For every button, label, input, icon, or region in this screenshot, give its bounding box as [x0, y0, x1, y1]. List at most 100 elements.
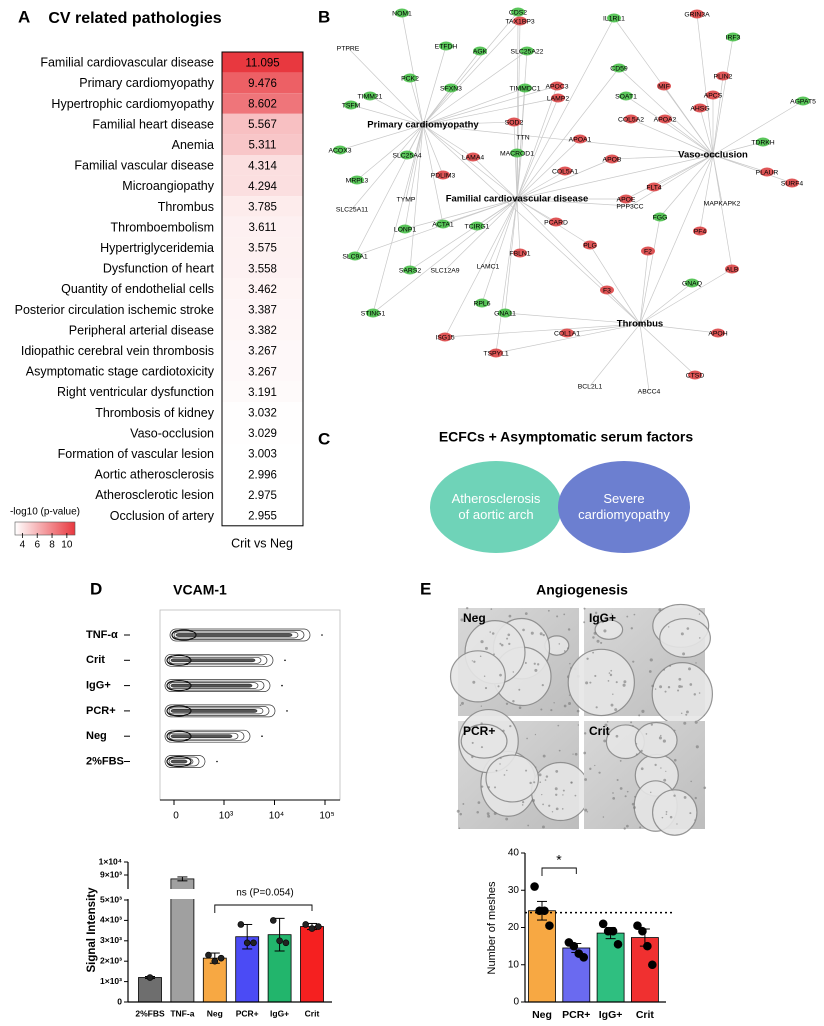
micrograph-cell [490, 608, 493, 610]
flow-contour [168, 682, 259, 689]
node-label: SURF4 [781, 180, 804, 187]
panel-label: D [90, 579, 102, 598]
micrograph-cell [695, 745, 699, 749]
row-label: Hypertrophic cardiomyopathy [51, 97, 214, 111]
micrograph-cell [487, 814, 491, 818]
network-node [573, 134, 587, 144]
heat-cell [222, 299, 303, 320]
node-label: AGPAT5 [790, 98, 816, 105]
micrograph-cell [594, 674, 597, 678]
micrograph-cell [473, 660, 476, 663]
micrograph-cell [486, 812, 490, 816]
heat-cell [222, 443, 303, 464]
network-edge [351, 124, 424, 210]
network-edge [639, 282, 693, 325]
network-edge [639, 154, 714, 325]
x-tick-label: 2%FBS [135, 1008, 165, 1018]
node-label: TTN [516, 134, 529, 141]
micrograph-cell [633, 613, 636, 616]
micrograph-cell [607, 680, 610, 682]
micrograph-cell [509, 724, 512, 728]
micrograph-cell [623, 680, 627, 684]
row-label: Idiopathic cerebral vein thrombosis [21, 344, 214, 358]
flow-row-label: Crit [86, 654, 105, 666]
cell-value: 3.003 [248, 449, 277, 461]
micrograph-cell [499, 673, 502, 677]
network-edge [516, 154, 714, 200]
flow-outlier [284, 659, 286, 662]
network-edge [354, 124, 424, 257]
venn-set [430, 461, 562, 553]
node-label: APOE [617, 196, 636, 203]
flow-core [166, 679, 192, 692]
heat-cell [222, 402, 303, 423]
network-node [685, 278, 699, 288]
micrograph-cell [508, 642, 511, 646]
cell-value: 2.975 [248, 490, 277, 502]
node-label: ACOX3 [328, 147, 351, 154]
micrograph-cell [585, 681, 589, 685]
cell-value: 9.476 [248, 78, 277, 90]
row-label: Anemia [172, 138, 214, 152]
micrograph-cell [663, 778, 667, 782]
micrograph-cell [458, 827, 461, 830]
network-edge [516, 67, 620, 200]
node-label: ISG15 [435, 334, 454, 341]
cell-value: 8.602 [248, 99, 277, 111]
micrograph-cell [480, 785, 484, 788]
flow-contour [175, 633, 293, 637]
row-label: Thromboembolism [110, 220, 214, 234]
micrograph-cell [538, 773, 542, 777]
node-label: MRPL3 [346, 177, 369, 184]
network-node [513, 248, 527, 258]
node-label: F2 [644, 248, 652, 255]
micrograph-cell [698, 613, 701, 615]
micrograph-cell [558, 749, 561, 752]
node-label: PDLIM3 [431, 172, 456, 179]
node-label: PLG [583, 242, 597, 249]
flow-x-tick-label: 10⁵ [319, 811, 334, 822]
micrograph-cell [545, 775, 549, 778]
data-point [608, 926, 618, 936]
micrograph-cell [651, 684, 654, 688]
flow-title: VCAM-1 [173, 582, 227, 598]
flow-contour [164, 755, 206, 768]
y-tick-label: 4×10³ [100, 915, 122, 925]
network-edge [625, 154, 714, 200]
micrograph-cell [542, 633, 545, 637]
node-label: ALB [726, 266, 739, 273]
network-edge [639, 216, 661, 325]
row-label: Quantity of endothelial cells [61, 282, 214, 296]
y-tick-label: 2×10³ [100, 955, 122, 965]
micrograph-lumen [460, 723, 508, 759]
flow-outlier [261, 735, 263, 737]
micrograph-cell [487, 786, 490, 789]
micrograph-label: PCR+ [463, 724, 495, 738]
row-label: Posterior circulation ischemic stroke [15, 303, 214, 317]
micrograph-cell [493, 653, 495, 656]
cell-value: 4.314 [248, 160, 277, 172]
x-tick-label: Neg [532, 1009, 552, 1021]
network-edge [653, 154, 714, 188]
node-label: AGK [473, 48, 488, 55]
y-tick-label: 0 [117, 996, 122, 1006]
network-edge [516, 87, 526, 200]
micrograph-label: Neg [463, 611, 486, 625]
network-node [726, 32, 740, 42]
network-edge [487, 198, 518, 267]
micrograph-cell [604, 723, 608, 727]
bar [300, 926, 324, 1003]
network-edge [589, 323, 641, 387]
micrograph-cell [667, 686, 671, 689]
venn-set [558, 461, 690, 553]
network-edge [606, 289, 641, 325]
network-edge [347, 47, 424, 126]
micrograph-cell [612, 796, 616, 800]
micrograph-lumen [634, 721, 678, 759]
node-label: MAPKAPK2 [704, 200, 741, 207]
micrograph-cell [529, 781, 532, 785]
network-edge [495, 198, 518, 354]
micrograph-cell [669, 664, 672, 667]
network-node [796, 96, 810, 106]
flow-contour [168, 758, 194, 765]
